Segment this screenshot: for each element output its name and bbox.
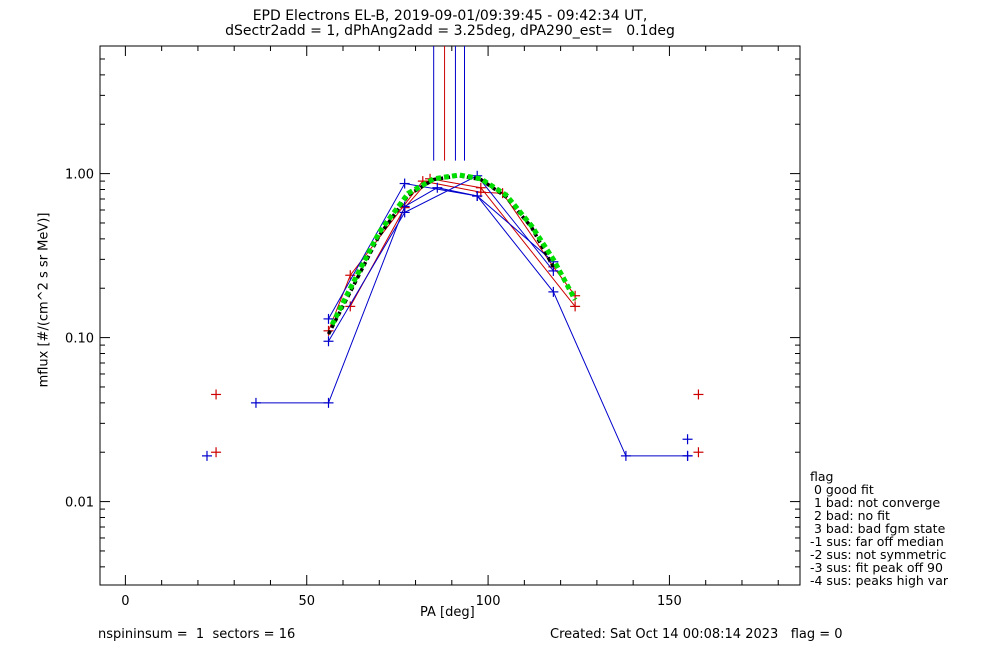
legend-item: -3 sus: fit peak off 90 — [810, 560, 943, 575]
y-axis-label: mflux [#/(cm^2 s sr MeV)] — [36, 212, 52, 388]
footer-right: Created: Sat Oct 14 00:08:14 2023 flag =… — [550, 627, 843, 642]
x-axis-label: PA [deg] — [420, 605, 475, 620]
legend-item: -2 sus: not symmetric — [810, 547, 947, 562]
legend-item: -4 sus: peaks high var — [810, 573, 949, 588]
fit-curve-black — [326, 174, 555, 335]
legend-title: flag — [810, 469, 834, 484]
y-tick-label: 0.10 — [65, 332, 94, 347]
chart-title-line-2: dSectr2add = 1, dPhAng2add = 3.25deg, dP… — [225, 23, 675, 39]
x-tick-label: 50 — [298, 594, 315, 609]
x-tick-label: 150 — [657, 594, 682, 609]
y-tick-label: 1.00 — [65, 168, 94, 183]
footer-left: nspininsum = 1 sectors = 16 — [98, 627, 296, 642]
x-tick-label: 100 — [476, 594, 501, 609]
legend-item: 1 bad: not converge — [810, 495, 941, 510]
plot-frame — [99, 45, 801, 586]
legend-item: -1 sus: far off median — [810, 534, 944, 549]
legend-item: 0 good fit — [810, 482, 874, 497]
series-line — [256, 187, 688, 457]
legend-item: 2 bad: no fit — [810, 508, 890, 523]
series-line — [328, 182, 554, 320]
x-tick-label: 0 — [121, 594, 129, 609]
legend-item: 3 bad: bad fgm state — [810, 521, 946, 536]
series-line — [349, 178, 576, 307]
y-tick-label: 0.01 — [65, 496, 94, 511]
fit-curve-green — [329, 172, 578, 326]
chart-title-line-1: EPD Electrons EL-B, 2019-09-01/09:39:45 … — [252, 8, 648, 24]
series-line — [328, 175, 554, 342]
